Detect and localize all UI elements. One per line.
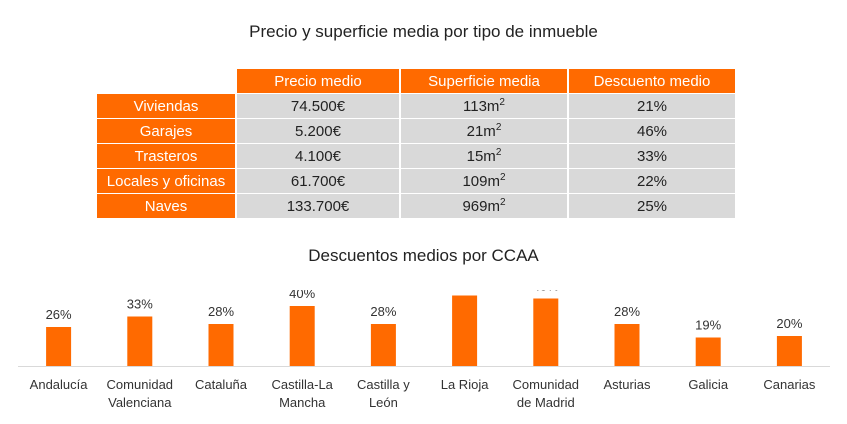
area-value: 113m [463, 97, 500, 115]
category-label: Castilla-La [271, 377, 333, 392]
bar [776, 336, 802, 366]
table-header-row: Precio medio Superficie media Descuento … [97, 69, 735, 93]
row-label: Garajes [97, 119, 235, 143]
category-label: Canarias [763, 377, 816, 392]
data-label: 20% [776, 316, 802, 331]
table-row: Trasteros 4.100€ 15m2 33% [97, 144, 735, 168]
bar [695, 337, 721, 366]
price-cell: 74.500€ [237, 94, 399, 118]
header-descuento-medio: Descuento medio [569, 69, 735, 93]
discount-cell: 25% [569, 194, 735, 218]
price-area-table: Precio medio Superficie media Descuento … [95, 68, 737, 219]
category-label: Castilla y [357, 377, 410, 392]
bar [533, 298, 559, 366]
area-value: 21m [466, 122, 496, 140]
table-row: Naves 133.700€ 969m2 25% [97, 194, 735, 218]
category-label: Mancha [279, 395, 326, 410]
header-superficie-media: Superficie media [401, 69, 567, 93]
area-unit-exponent: 2 [499, 196, 506, 208]
data-label: 28% [370, 304, 396, 319]
price-cell: 133.700€ [237, 194, 399, 218]
category-label: Andalucía [30, 377, 89, 392]
data-label: 45% [533, 290, 559, 294]
data-label: 26% [46, 307, 72, 322]
category-label: Comunidad [107, 377, 174, 392]
area-unit-exponent: 2 [495, 121, 502, 133]
bar [208, 324, 234, 366]
row-label: Viviendas [97, 94, 235, 118]
data-label: 28% [208, 304, 234, 319]
table-title: Precio y superficie media por tipo de in… [249, 22, 598, 41]
bar [46, 327, 72, 366]
row-label: Naves [97, 194, 235, 218]
price-cell: 5.200€ [237, 119, 399, 143]
row-label: Trasteros [97, 144, 235, 168]
area-value: 15m [466, 147, 496, 165]
area-cell: 113m2 [401, 94, 567, 118]
bar [452, 295, 478, 366]
data-label: 19% [695, 318, 721, 333]
table-corner [97, 69, 235, 93]
area-unit-exponent: 2 [495, 146, 502, 158]
area-cell: 21m2 [401, 119, 567, 143]
discount-cell: 21% [569, 94, 735, 118]
area-value: 969m [462, 197, 500, 215]
category-label: Galicia [688, 377, 729, 392]
discount-cell: 33% [569, 144, 735, 168]
category-label: Cataluña [195, 377, 248, 392]
category-label: Comunidad [513, 377, 580, 392]
data-label: 33% [127, 297, 153, 312]
table-row: Garajes 5.200€ 21m2 46% [97, 119, 735, 143]
data-label: 40% [289, 290, 315, 301]
price-cell: 4.100€ [237, 144, 399, 168]
area-cell: 969m2 [401, 194, 567, 218]
category-label: Asturias [604, 377, 651, 392]
category-label: Valenciana [108, 395, 172, 410]
data-label: 28% [614, 304, 640, 319]
area-unit-exponent: 2 [499, 171, 506, 183]
category-label: León [369, 395, 398, 410]
area-cell: 109m2 [401, 169, 567, 193]
area-cell: 15m2 [401, 144, 567, 168]
data-label: 47% [452, 290, 478, 291]
bar [614, 324, 640, 366]
discount-cell: 46% [569, 119, 735, 143]
discount-cell: 22% [569, 169, 735, 193]
chart-title: Descuentos medios por CCAA [308, 246, 539, 265]
bar [370, 324, 396, 366]
category-label: de Madrid [517, 395, 575, 410]
category-label: La Rioja [441, 377, 489, 392]
price-cell: 61.700€ [237, 169, 399, 193]
area-value: 109m [462, 172, 500, 190]
row-label: Locales y oficinas [97, 169, 235, 193]
table-row: Locales y oficinas 61.700€ 109m2 22% [97, 169, 735, 193]
header-precio-medio: Precio medio [237, 69, 399, 93]
bar [127, 316, 153, 366]
ccaa-discount-bar-chart: 26% Andalucía 33% Comunidad Valenciana 28% Cat… [18, 290, 830, 410]
table-row: Viviendas 74.500€ 113m2 21% [97, 94, 735, 118]
area-unit-exponent: 2 [499, 96, 505, 108]
bar [289, 306, 315, 366]
